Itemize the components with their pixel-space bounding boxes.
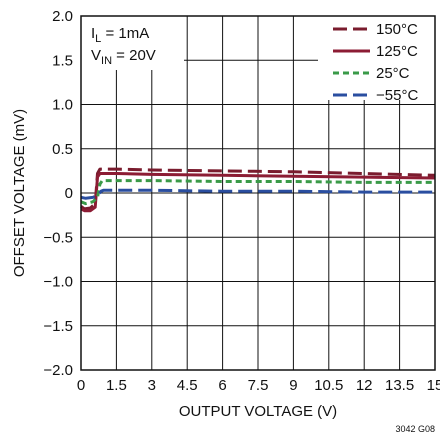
x-tick-label: 1.5 <box>106 377 127 394</box>
y-tick-label: 1.0 <box>52 97 73 114</box>
series-lines <box>80 167 436 213</box>
y-tick-label: 2.0 <box>52 8 73 25</box>
y-tick-label: −1.0 <box>43 274 73 291</box>
y-tick-label: −0.5 <box>43 229 73 246</box>
legend-label: 150°C <box>376 21 418 38</box>
y-tick-label: −1.5 <box>43 318 73 335</box>
y-tick-label: 0 <box>65 185 73 202</box>
legend-label: −55°C <box>376 87 418 104</box>
y-tick-label: −2.0 <box>43 362 73 379</box>
input-voltage-annotation: VIN = 20V <box>91 47 156 67</box>
x-tick-label: 7.5 <box>248 377 269 394</box>
annotation-box <box>81 16 184 70</box>
x-tick-label: 10.5 <box>314 377 343 394</box>
x-tick-label: 9 <box>289 377 297 394</box>
x-tick-label: 12 <box>356 377 373 394</box>
legend: 150°C 125°C 25°C −55°C <box>333 21 418 104</box>
series-line-2 <box>80 179 435 206</box>
legend-label: 125°C <box>376 43 418 60</box>
series-line-1 <box>80 172 436 213</box>
y-axis-label: OFFSET VOLTAGE (mV) <box>11 109 28 277</box>
figure-id: 3042 G08 <box>395 424 435 434</box>
y-tick-label: 1.5 <box>52 52 73 69</box>
legend-label: 25°C <box>376 65 410 82</box>
x-tick-label: 0 <box>77 377 85 394</box>
x-tick-label: 6 <box>218 377 226 394</box>
load-current-annotation: IL = 1mA <box>91 25 149 45</box>
x-tick-label: 15 <box>427 377 440 394</box>
x-axis-label: OUTPUT VOLTAGE (V) <box>179 403 337 420</box>
x-tick-label: 3 <box>148 377 156 394</box>
x-tick-label: 13.5 <box>385 377 414 394</box>
plot-frame <box>80 15 436 371</box>
tick-labels: 0 1.5 3 4.5 6 7.5 9 10.5 12 13.5 15 2.0 1.5 1.0 0.5 0 −0… <box>43 8 440 394</box>
x-tick-label: 4.5 <box>177 377 198 394</box>
series-line-3 <box>80 188 435 200</box>
y-tick-label: 0.5 <box>52 141 73 158</box>
series-line-0 <box>80 167 436 211</box>
